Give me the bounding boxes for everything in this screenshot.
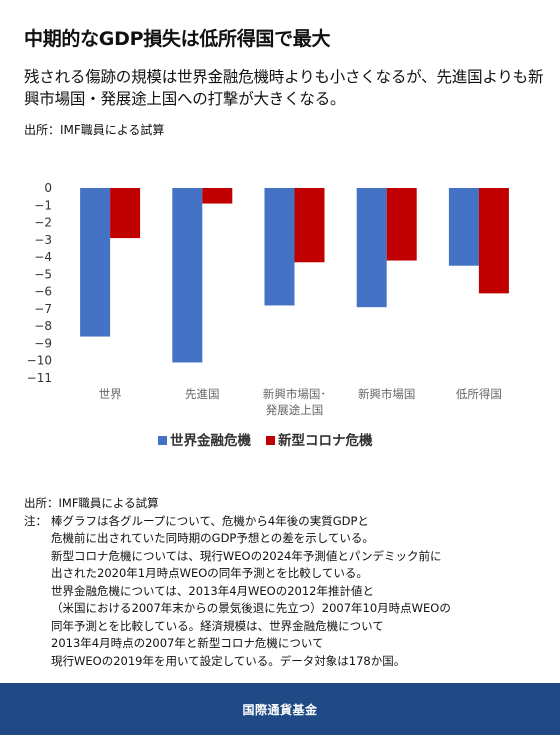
notes-block: 出所：IMF職員による試算 注： 棒グラフは各グループについて、危機から4年後の… (24, 495, 539, 670)
bar-gfc (356, 188, 387, 308)
y-tick-label: 0 (44, 181, 52, 195)
note-line: 危機前に出されていた同時期のGDP予想との差を示している。 (51, 531, 374, 545)
bar-gfc (264, 188, 295, 306)
note-line: 現行WEOの2019年を用いて設定している。データ対象は178か国。 (51, 653, 406, 668)
bar-covid (202, 188, 233, 204)
footer-bar: 国際通貨基金 (0, 683, 560, 735)
note-line: 同年予測とを比較している。経済規模は、世界金融危機について (51, 618, 384, 633)
legend-label: 世界金融危機 (170, 432, 251, 449)
legend-swatch (266, 436, 275, 445)
legend-label: 新型コロナ危機 (278, 432, 373, 449)
note-line: 世界金融危機については、2013年4月WEOの2012年推計値と (51, 583, 374, 598)
footer-label: 国際通貨基金 (242, 702, 318, 717)
legend-swatch (158, 436, 167, 445)
bar-gfc (172, 188, 203, 363)
note-line: 出された2020年1月時点WEOの同年予測とを比較している。 (51, 566, 368, 580)
page-subtitle: 残される傷跡の規模は世界金融危機時よりも小さくなるが、先進国よりも新興市場国・発… (24, 68, 544, 108)
bar-covid (478, 188, 509, 294)
y-tick-label: −6 (34, 285, 52, 299)
source-note-bottom: 出所：IMF職員による試算 (24, 496, 159, 510)
note-line: （米国における2007年末からの景気後退に先立つ）2007年10月時点WEOの (51, 601, 451, 615)
y-tick-label: −2 (34, 216, 52, 230)
note-line: 2013年4月時点の2007年と新型コロナ危機について (51, 636, 324, 650)
x-tick-label: 先進国 (185, 387, 220, 401)
page-title: 中期的なGDP損失は低所得国で最大 (24, 28, 331, 50)
bar-covid (110, 188, 141, 239)
note-line: 棒グラフは各グループについて、危機から4年後の実質GDPと (51, 513, 369, 528)
x-tick-label: 新興市場国 (358, 387, 416, 401)
bar-covid (294, 188, 325, 263)
y-tick-label: −7 (34, 302, 52, 316)
x-tick-label: 世界 (99, 387, 122, 401)
bar-gfc (80, 188, 111, 337)
y-tick-label: −1 (34, 198, 52, 212)
y-tick-label: −5 (34, 267, 52, 281)
y-tick-label: −8 (34, 319, 52, 333)
note-key: 注： (24, 513, 47, 528)
y-tick-label: −10 (27, 354, 52, 368)
x-tick-label: 新興市場国･ (263, 387, 326, 401)
x-tick-label: 発展途上国 (266, 403, 324, 417)
source-note-top: 出所：IMF職員による試算 (24, 123, 165, 137)
y-tick-label: −11 (27, 371, 52, 385)
bar-chart: 0 −1 −2 −3 −4 −5 −6 −7 −8 −9 −10 −11 世界 先進国 新興市場国･ 発展途上… (27, 181, 509, 449)
note-line: 新型コロナ危機については、現行WEOの2024年予測値とパンデミック前に (51, 548, 442, 563)
y-tick-label: −3 (34, 233, 52, 247)
bar-gfc (448, 188, 479, 266)
note-row: 注： 棒グラフは各グループについて、危機から4年後の実質GDPと 危機前に出され… (24, 513, 539, 671)
bar-covid (386, 188, 417, 261)
x-tick-label: 低所得国 (456, 387, 502, 401)
y-tick-label: −9 (34, 336, 52, 350)
y-tick-label: −4 (34, 250, 52, 264)
note-lines: 棒グラフは各グループについて、危機から4年後の実質GDPと 危機前に出されていた… (51, 513, 539, 671)
